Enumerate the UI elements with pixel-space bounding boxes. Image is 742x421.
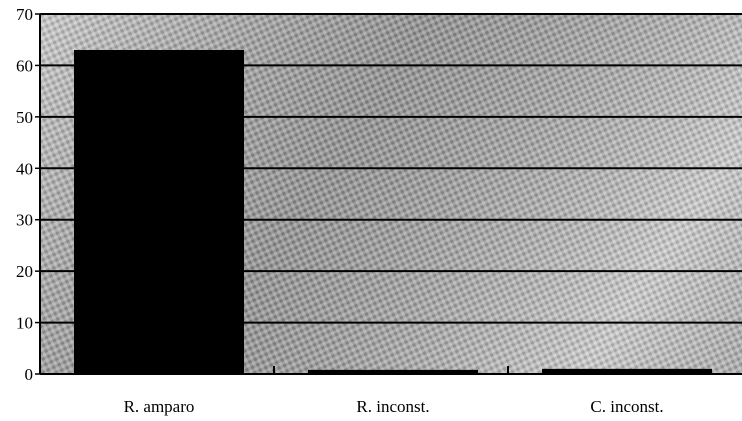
x-category-label: R. amparo (124, 397, 195, 416)
y-tick-label: 0 (25, 365, 34, 384)
y-tick-label: 60 (16, 56, 33, 75)
y-tick-label: 70 (16, 5, 33, 24)
x-category-label: R. inconst. (356, 397, 429, 416)
y-tick-label: 30 (16, 211, 33, 230)
y-tick-label: 40 (16, 159, 33, 178)
bar-3 (542, 368, 712, 374)
bar-1 (74, 50, 244, 374)
x-category-label: C. inconst. (590, 397, 663, 416)
bar-2 (308, 369, 478, 374)
y-tick-label: 50 (16, 108, 33, 127)
y-tick-label: 20 (16, 262, 33, 281)
y-tick-label: 10 (16, 314, 33, 333)
